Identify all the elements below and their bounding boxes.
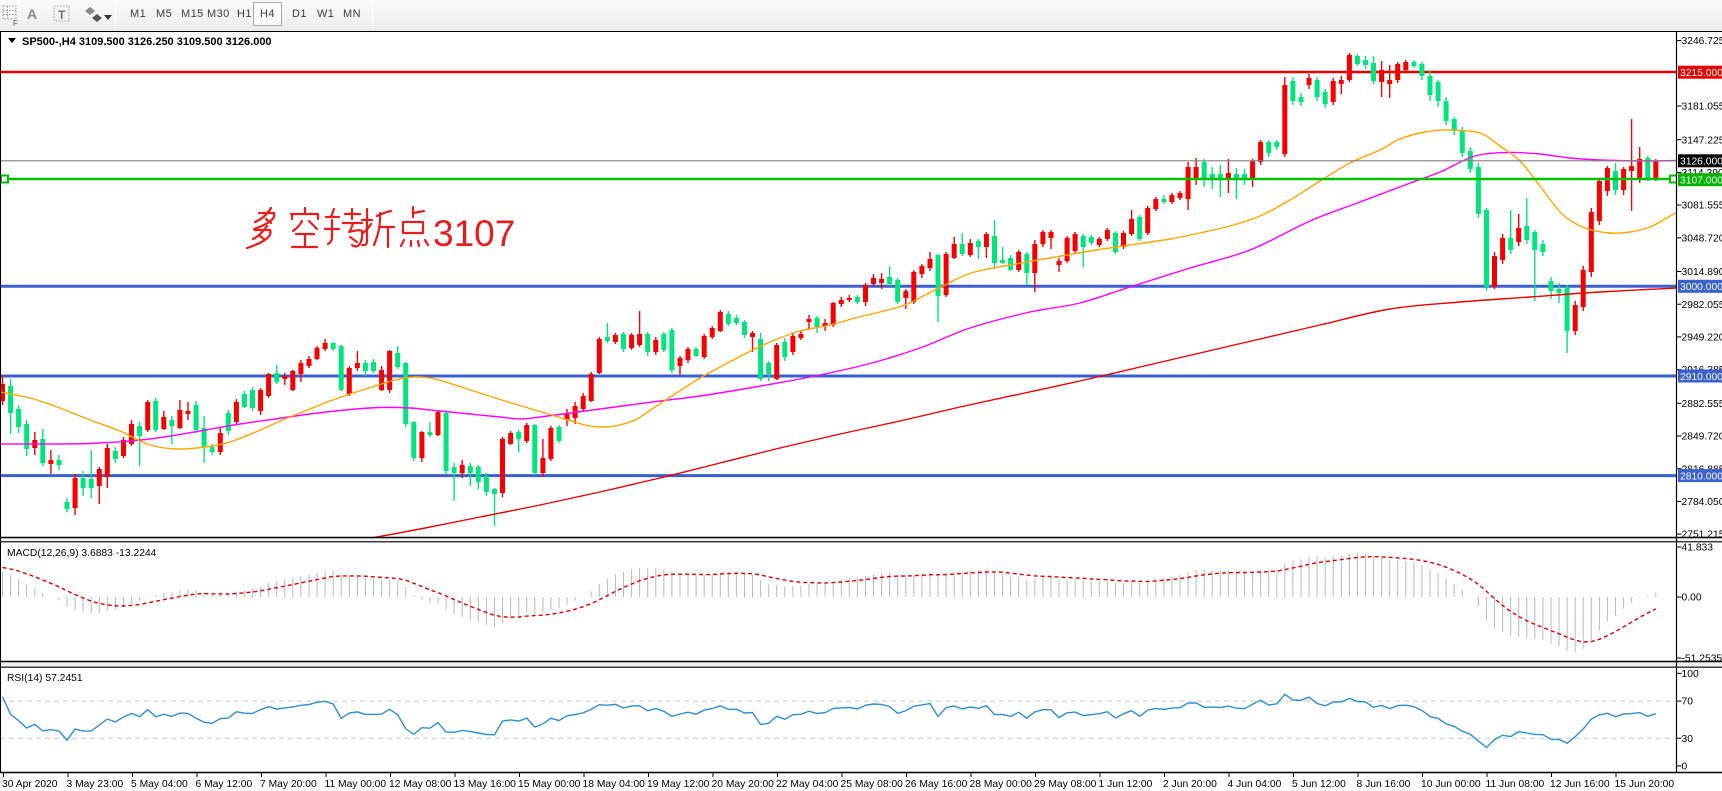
svg-text:18 May 04:00: 18 May 04:00 — [583, 779, 646, 790]
svg-text:3000.000: 3000.000 — [1680, 282, 1722, 293]
svg-text:3107.000: 3107.000 — [1680, 176, 1722, 187]
svg-text:2910.000: 2910.000 — [1680, 372, 1722, 383]
svg-text:28 May 00:00: 28 May 00:00 — [970, 779, 1033, 790]
svg-text:26 May 16:00: 26 May 16:00 — [905, 779, 968, 790]
svg-text:F: F — [13, 19, 18, 28]
svg-text:SP500-,H4 3109.500 3126.250 3: SP500-,H4 3109.500 3126.250 3109.500 312… — [22, 36, 272, 48]
svg-text:20 May 20:00: 20 May 20:00 — [712, 779, 775, 790]
svg-text:0.00: 0.00 — [1682, 593, 1702, 604]
svg-text:2882.555: 2882.555 — [1682, 399, 1722, 410]
svg-text:70: 70 — [1682, 697, 1694, 708]
svg-text:3246.725: 3246.725 — [1682, 36, 1722, 47]
svg-text:3126.000: 3126.000 — [1680, 157, 1722, 168]
svg-text:2982.055: 2982.055 — [1682, 300, 1722, 311]
svg-text:22 May 04:00: 22 May 04:00 — [776, 779, 839, 790]
svg-text:1 Jun 12:00: 1 Jun 12:00 — [1099, 779, 1153, 790]
svg-text:3181.055: 3181.055 — [1682, 102, 1722, 113]
svg-text:3 May 23:00: 3 May 23:00 — [67, 779, 124, 790]
svg-text:3215.000: 3215.000 — [1680, 68, 1722, 79]
svg-text:30 Apr 2020: 30 Apr 2020 — [2, 779, 58, 790]
svg-text:2810.000: 2810.000 — [1680, 471, 1722, 482]
svg-text:8 Jun 16:00: 8 Jun 16:00 — [1357, 779, 1411, 790]
svg-text:30: 30 — [1682, 734, 1694, 745]
svg-text:3107: 3107 — [433, 213, 515, 254]
svg-text:6 May 12:00: 6 May 12:00 — [196, 779, 253, 790]
svg-text:11 May 00:00: 11 May 00:00 — [325, 779, 387, 790]
svg-text:0: 0 — [1682, 762, 1688, 773]
svg-text:3014.890: 3014.890 — [1682, 267, 1722, 278]
svg-text:13 May 16:00: 13 May 16:00 — [454, 779, 517, 790]
svg-text:10 Jun 00:00: 10 Jun 00:00 — [1421, 779, 1481, 790]
svg-text:T: T — [58, 8, 66, 22]
svg-text:19 May 12:00: 19 May 12:00 — [647, 779, 710, 790]
svg-text:MACD(12,26,9) 3.6883 -13.2244: MACD(12,26,9) 3.6883 -13.2244 — [7, 548, 157, 559]
svg-text:2949.220: 2949.220 — [1682, 333, 1722, 344]
svg-text:2784.050: 2784.050 — [1682, 497, 1722, 508]
svg-text:3081.555: 3081.555 — [1682, 201, 1722, 212]
svg-text:5 May 04:00: 5 May 04:00 — [131, 779, 188, 790]
svg-text:11 Jun 08:00: 11 Jun 08:00 — [1486, 779, 1545, 790]
svg-text:3048.720: 3048.720 — [1682, 233, 1722, 244]
svg-text:7 May 20:00: 7 May 20:00 — [260, 779, 317, 790]
svg-text:25 May 08:00: 25 May 08:00 — [841, 779, 904, 790]
svg-text:100: 100 — [1682, 669, 1699, 680]
svg-text:12 May 08:00: 12 May 08:00 — [389, 779, 452, 790]
svg-text:2751.215: 2751.215 — [1682, 530, 1722, 541]
svg-text:15 May 00:00: 15 May 00:00 — [518, 779, 581, 790]
svg-text:29 May 08:00: 29 May 08:00 — [1034, 779, 1097, 790]
svg-text:-51.2535: -51.2535 — [1682, 654, 1722, 665]
svg-text:41.833: 41.833 — [1682, 543, 1714, 554]
svg-text:3147.225: 3147.225 — [1682, 135, 1722, 146]
svg-text:2849.720: 2849.720 — [1682, 432, 1722, 443]
svg-text:2 Jun 20:00: 2 Jun 20:00 — [1163, 779, 1217, 790]
svg-text:RSI(14) 57.2451: RSI(14) 57.2451 — [7, 673, 83, 684]
svg-text:15 Jun 20:00: 15 Jun 20:00 — [1615, 779, 1675, 790]
svg-text:12 Jun 16:00: 12 Jun 16:00 — [1550, 779, 1610, 790]
svg-text:5 Jun 12:00: 5 Jun 12:00 — [1292, 779, 1346, 790]
svg-text:4 Jun 04:00: 4 Jun 04:00 — [1228, 779, 1282, 790]
